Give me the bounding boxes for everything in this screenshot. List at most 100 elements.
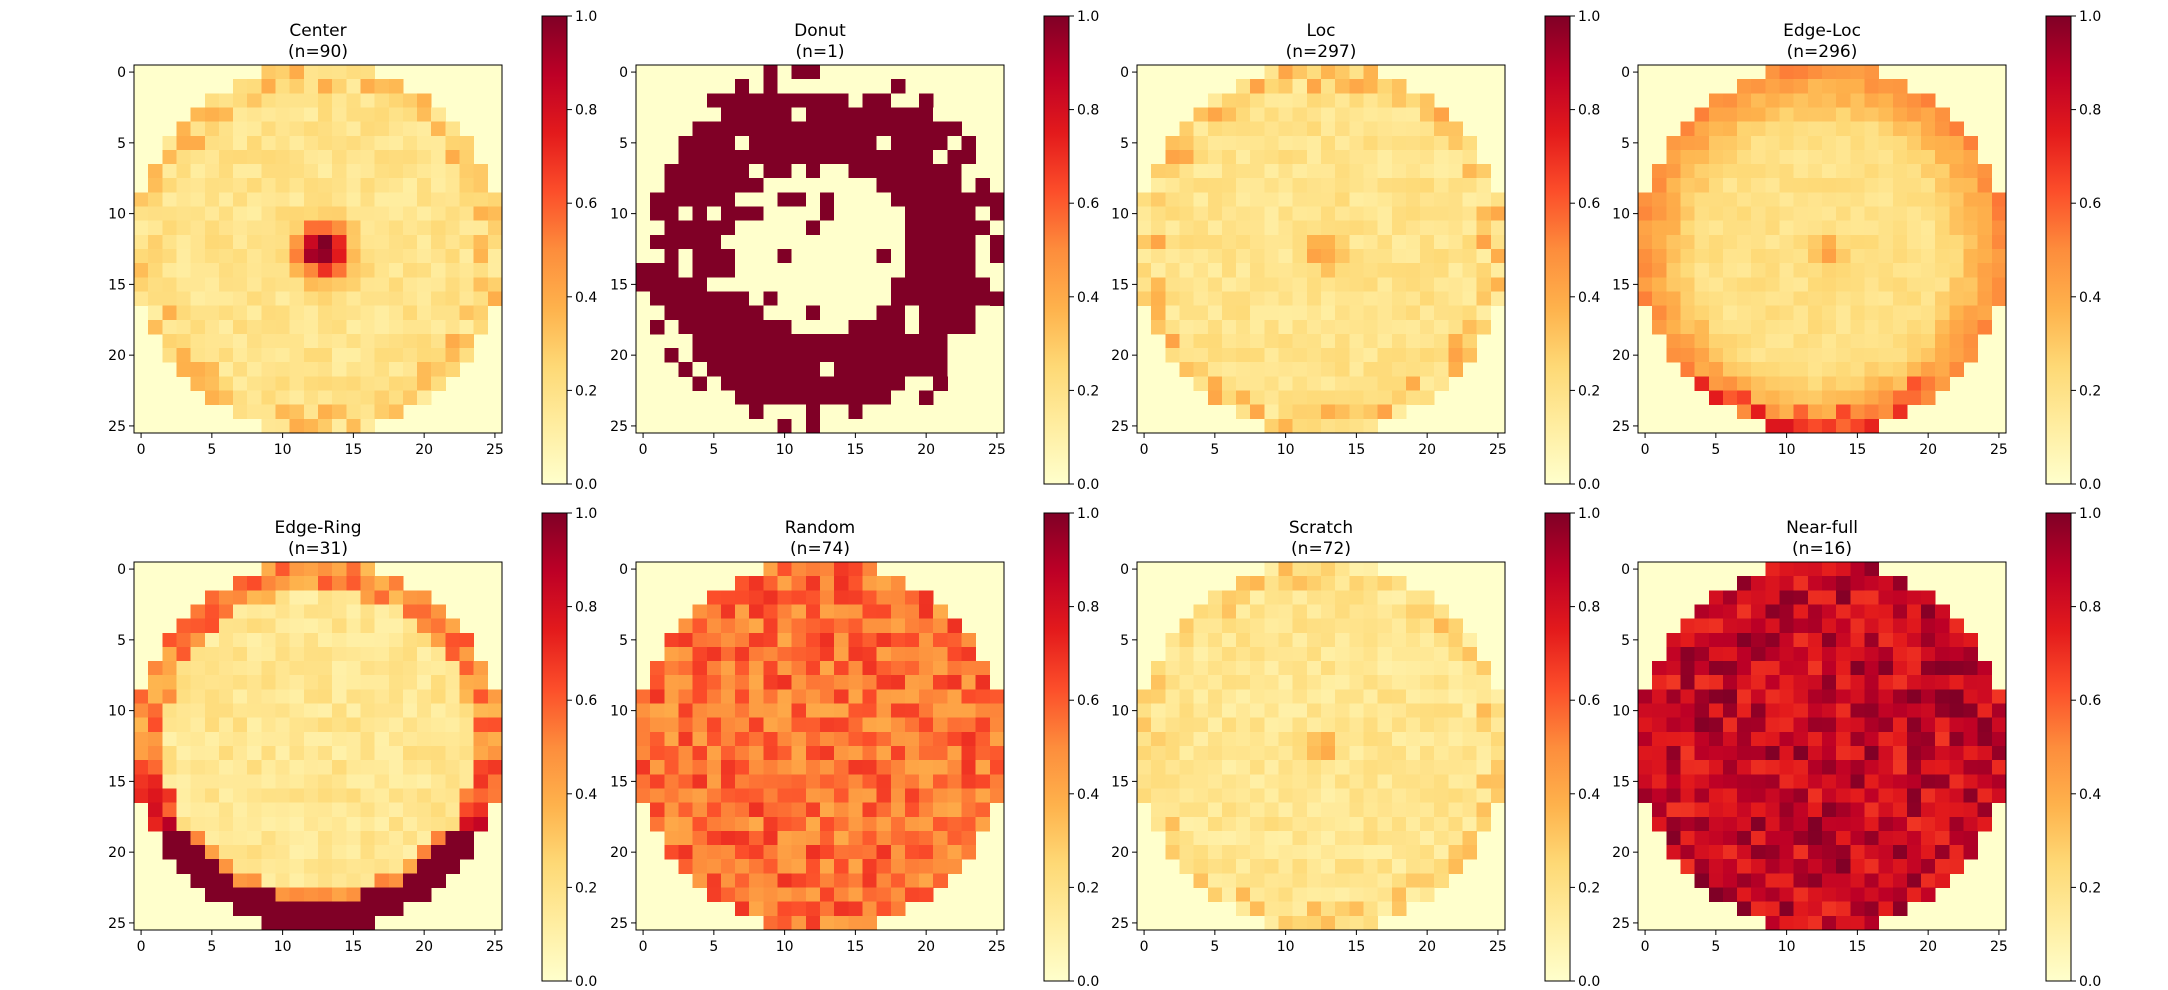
heatmap-cell: [876, 604, 892, 620]
x-tick-label: 25: [1489, 442, 1507, 458]
heatmap-cell: [1807, 234, 1823, 250]
heatmap-cell: [1377, 220, 1393, 236]
heatmap-cell: [805, 65, 821, 80]
heatmap-cell: [1264, 802, 1279, 818]
heatmap-cell: [706, 390, 722, 406]
heatmap-cell: [1391, 675, 1407, 690]
panel-title: Random: [785, 518, 855, 538]
heatmap-cell: [1448, 618, 1463, 634]
heatmap-cell: [1321, 661, 1336, 676]
heatmap-cell: [1807, 632, 1823, 648]
heatmap-cell: [1292, 333, 1308, 349]
heatmap-cell: [1708, 675, 1724, 690]
heatmap-cell: [834, 149, 849, 165]
heatmap-cell: [1306, 277, 1322, 292]
heatmap-cell: [431, 618, 446, 634]
heatmap-cell: [1892, 675, 1908, 690]
heatmap-cell: [1250, 746, 1265, 761]
heatmap-cell: [820, 646, 835, 662]
heatmap-cell: [720, 291, 736, 307]
heatmap-cell: [1963, 178, 1979, 193]
heatmap-cell: [1666, 178, 1681, 193]
heatmap-cell: [1878, 760, 1894, 775]
heatmap-cell: [1476, 249, 1492, 264]
heatmap-cell: [1420, 788, 1435, 804]
heatmap-cell: [1236, 121, 1251, 137]
heatmap-cell: [706, 859, 722, 874]
heatmap-cell: [487, 760, 503, 775]
heatmap-cell: [706, 291, 722, 307]
heatmap-cell: [749, 333, 764, 349]
heatmap-cell: [148, 774, 163, 789]
heatmap-cell: [417, 746, 432, 761]
heatmap-cell: [1306, 93, 1322, 108]
heatmap-cell: [1850, 404, 1865, 420]
heatmap-cell: [431, 830, 446, 846]
heatmap-cell: [692, 164, 708, 179]
heatmap-cell: [134, 731, 149, 747]
heatmap-cell: [1377, 348, 1393, 363]
heatmap-cell: [1680, 689, 1696, 704]
heatmap-cell: [1405, 703, 1421, 719]
heatmap-cell: [1921, 333, 1936, 349]
heatmap-cell: [1165, 164, 1180, 179]
heatmap-cell: [1405, 135, 1421, 151]
heatmap-cell: [176, 135, 192, 151]
heatmap-cell: [374, 348, 390, 363]
heatmap-cell: [890, 319, 906, 335]
heatmap-cell: [1694, 263, 1710, 278]
heatmap-cell: [876, 845, 892, 860]
heatmap-cell: [303, 646, 319, 662]
heatmap-cell: [1638, 277, 1653, 292]
heatmap-cell: [1179, 845, 1195, 860]
heatmap-cell: [1221, 845, 1237, 860]
heatmap-cell: [445, 802, 460, 818]
heatmap-cell: [1462, 305, 1478, 321]
heatmap-cells: [1137, 562, 1506, 931]
heatmap-cell: [848, 390, 863, 406]
heatmap-cell: [1434, 192, 1449, 207]
heatmap-cell: [1306, 632, 1322, 648]
heatmap-cell: [332, 703, 347, 719]
heatmap-cell: [805, 646, 821, 662]
heatmap-cell: [1377, 646, 1393, 662]
heatmap-cell: [1405, 107, 1421, 123]
heatmap-cell: [777, 859, 793, 874]
heatmap-cell: [820, 192, 835, 207]
heatmap-cell: [1906, 746, 1922, 761]
heatmap-cell: [374, 376, 390, 391]
heatmap-cell: [1807, 618, 1823, 634]
heatmap-cell: [720, 121, 736, 137]
heatmap-cell: [692, 632, 708, 648]
heatmap-cell: [247, 590, 262, 605]
heatmap-cell: [1236, 703, 1251, 719]
heatmap-cell: [1963, 830, 1979, 846]
heatmap-cell: [1878, 901, 1894, 917]
heatmap-cell: [1476, 206, 1492, 222]
heatmap-cell: [1264, 646, 1279, 662]
heatmap-cell: [706, 731, 722, 747]
heatmap-cell: [1306, 291, 1322, 307]
heatmap-cell: [805, 915, 821, 931]
heatmap-cell: [1405, 646, 1421, 662]
heatmap-cell: [1822, 65, 1837, 80]
heatmap-cell: [1490, 731, 1506, 747]
heatmap-cell: [777, 93, 793, 108]
heatmap-cell: [1377, 164, 1393, 179]
heatmap-cell: [1250, 263, 1265, 278]
heatmap-cell: [834, 164, 849, 179]
heatmap-cell: [1377, 404, 1393, 420]
heatmap-cell: [1250, 404, 1265, 420]
heatmap-cell: [289, 717, 305, 733]
heatmap-cell: [1836, 703, 1851, 719]
heatmap-cell: [763, 802, 778, 818]
heatmap-cell: [1306, 760, 1322, 775]
heatmap-cell: [247, 802, 262, 818]
heatmap-cell: [678, 618, 694, 634]
heatmap-cell: [402, 390, 418, 406]
heatmap-cell: [431, 319, 446, 335]
heatmap-cell: [360, 220, 376, 236]
heatmap-cell: [678, 731, 694, 747]
heatmap-cell: [1864, 305, 1880, 321]
heatmap-cell: [275, 731, 291, 747]
